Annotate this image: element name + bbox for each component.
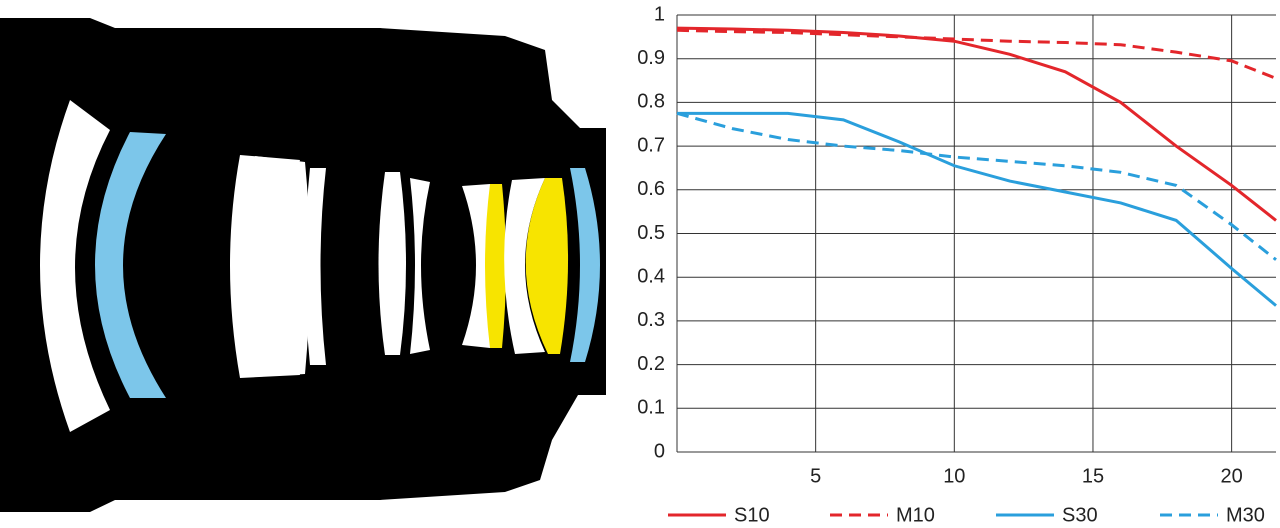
lens-element <box>485 184 506 348</box>
series-line <box>676 28 1277 80</box>
lens-element <box>525 178 569 354</box>
lens-element <box>570 168 600 362</box>
y-tick-label: 0.1 <box>637 397 665 419</box>
lens-element <box>462 184 490 348</box>
series-line <box>676 26 1277 222</box>
x-tick-label: 10 <box>943 465 965 487</box>
lens-element <box>305 168 326 365</box>
legend-label: S30 <box>1062 504 1098 526</box>
y-tick-label: 0.5 <box>637 222 665 244</box>
lens-element <box>95 132 166 398</box>
x-tick-label: 5 <box>810 465 821 487</box>
lens-element <box>410 178 430 354</box>
legend-label: M30 <box>1226 504 1265 526</box>
y-tick-label: 0.3 <box>637 309 665 331</box>
y-tick-label: 1 <box>654 3 665 25</box>
legend-label: S10 <box>734 504 770 526</box>
series-line <box>677 111 1277 307</box>
lens-element <box>40 100 110 432</box>
y-tick-label: 0.2 <box>637 353 665 375</box>
lens-diagram <box>0 18 606 512</box>
y-tick-label: 0 <box>654 440 665 462</box>
y-tick-label: 0.4 <box>637 265 665 287</box>
lens-element <box>504 178 545 354</box>
y-tick-label: 0.9 <box>637 47 665 69</box>
x-tick-label: 20 <box>1221 465 1243 487</box>
lens-element <box>378 172 406 355</box>
lens-element <box>255 156 310 377</box>
y-tick-label: 0.6 <box>637 178 665 200</box>
legend-label: M10 <box>896 504 935 526</box>
x-tick-label: 15 <box>1082 465 1104 487</box>
y-tick-label: 0.8 <box>637 91 665 113</box>
series-line <box>676 111 1277 261</box>
y-tick-label: 0.7 <box>637 134 665 156</box>
